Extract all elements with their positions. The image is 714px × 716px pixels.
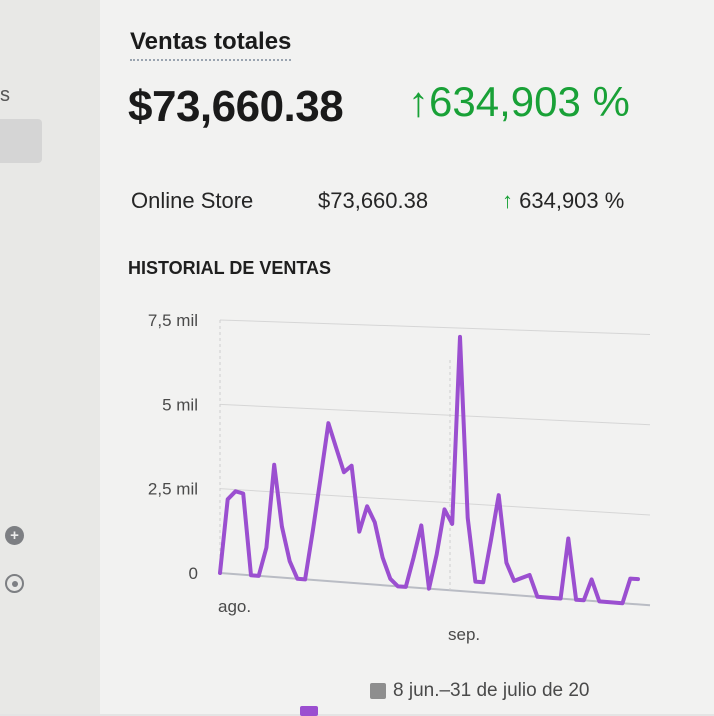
y-tick-label: 5 mil bbox=[162, 395, 198, 414]
channel-value: $73,660.38 bbox=[318, 188, 429, 213]
channel-growth: ↑ 634,903 % bbox=[502, 188, 624, 214]
legend-swatch bbox=[370, 683, 386, 699]
eye-icon[interactable] bbox=[5, 574, 24, 593]
plus-circle-icon[interactable]: + bbox=[5, 526, 24, 545]
total-sales-value: $73,660.38 bbox=[128, 82, 344, 131]
channel-name: Online Store bbox=[131, 188, 254, 213]
sales-history-chart: 0 2,5 mil 5 mil 7,5 mil ago. sep. bbox=[148, 311, 651, 644]
sidebar: s + bbox=[0, 0, 101, 714]
legend-label: 8 jun.–31 de julio de 20 bbox=[393, 680, 590, 701]
chart-legend[interactable]: 8 jun.–31 de julio de 20 bbox=[370, 680, 590, 702]
total-growth-value: 634,903 % bbox=[429, 78, 630, 125]
growth-up-arrow-icon: ↑ bbox=[408, 78, 429, 125]
y-tick-label: 2,5 mil bbox=[148, 480, 198, 499]
sidebar-selected-item[interactable] bbox=[0, 119, 42, 163]
gridline bbox=[219, 403, 651, 426]
y-tick-label: 0 bbox=[189, 564, 198, 583]
sales-report-card: Ventas totales $73,660.38 ↑634,903 % Onl… bbox=[100, 0, 714, 716]
channel-growth-value: 634,903 % bbox=[519, 188, 625, 213]
chart-title: HISTORIAL DE VENTAS bbox=[128, 258, 332, 278]
gridline bbox=[219, 319, 651, 336]
legend-swatch-current bbox=[300, 706, 318, 716]
sidebar-item-fragment[interactable]: s bbox=[0, 84, 10, 106]
report-title[interactable]: Ventas totales bbox=[130, 28, 292, 61]
channel-growth-arrow-icon: ↑ bbox=[502, 188, 513, 213]
y-tick-label: 7,5 mil bbox=[148, 311, 198, 330]
sales-series-line bbox=[218, 334, 640, 606]
total-growth: ↑634,903 % bbox=[408, 78, 630, 126]
x-tick-label: sep. bbox=[448, 625, 480, 644]
gridline bbox=[219, 488, 651, 516]
x-tick-label: ago. bbox=[218, 597, 251, 616]
